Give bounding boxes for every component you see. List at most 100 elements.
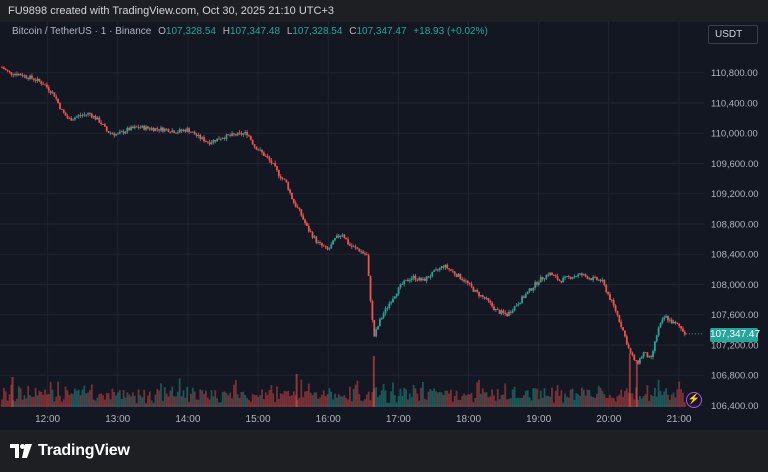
- price-axis: 110,800.00 110,400.00 110,000.00 109,600.00…: [711, 68, 759, 412]
- candle-body: [444, 264, 447, 268]
- candle-body: [511, 310, 514, 313]
- candle-body: [392, 298, 394, 303]
- volume-bar: [386, 402, 389, 407]
- volume-bar: [680, 389, 682, 407]
- candle-body: [412, 275, 415, 279]
- candle-body: [575, 276, 578, 278]
- candle-body: [77, 115, 80, 117]
- candle-body: [313, 236, 316, 238]
- candle-body: [36, 78, 39, 81]
- volume-bar: [206, 397, 209, 407]
- volume-bar: [11, 377, 14, 407]
- candle-body: [603, 279, 606, 286]
- volume-bar: [10, 384, 13, 407]
- price-chart[interactable]: 110,800.00 110,400.00 110,000.00 109,600.00…: [0, 22, 768, 430]
- candle-body: [234, 134, 237, 136]
- time-tick-label: 17:00: [386, 414, 411, 425]
- close-value: 107,347.47: [356, 26, 407, 37]
- candle-body: [640, 356, 643, 359]
- volume-bar: [132, 392, 134, 407]
- candle-body: [586, 276, 589, 279]
- candle-body: [45, 84, 48, 88]
- candle-body: [103, 124, 106, 127]
- candle-body: [160, 127, 162, 131]
- created-caption: FU9898 created with TradingView.com, Oct…: [8, 5, 335, 17]
- candle-body: [57, 98, 60, 103]
- volume-bar: [96, 397, 99, 407]
- candle-body: [276, 166, 278, 171]
- time-tick-label: 15:00: [246, 414, 271, 425]
- candle-series: [1, 65, 686, 365]
- candle-body: [470, 283, 473, 287]
- chart-grid: [0, 22, 704, 409]
- candle-body: [571, 277, 574, 279]
- candle-body: [422, 278, 424, 281]
- volume-bar: [238, 397, 241, 407]
- volume-bar: [152, 402, 155, 407]
- volume-bar: [433, 388, 436, 407]
- volume-bar: [320, 394, 323, 407]
- candle-body: [476, 290, 479, 292]
- volume-bar: [1, 399, 3, 407]
- volume-bar: [474, 397, 477, 407]
- volume-bar: [506, 399, 508, 407]
- time-tick-label: 16:00: [316, 414, 341, 425]
- volume-bar: [530, 400, 533, 407]
- volume-bar: [545, 396, 548, 407]
- volume-bar: [521, 397, 523, 407]
- candle-body: [182, 129, 185, 131]
- candle-body: [287, 182, 290, 190]
- candle-body: [678, 323, 681, 327]
- candle-body: [500, 310, 503, 314]
- candle-body: [652, 351, 654, 358]
- volume-bar: [566, 396, 568, 407]
- candle-body: [489, 300, 492, 303]
- volume-bar: [234, 380, 237, 407]
- close-label: C: [349, 26, 357, 37]
- candle-body: [42, 83, 45, 85]
- volume-bar: [668, 399, 671, 407]
- footer: TradingView: [0, 430, 768, 472]
- volume-bar: [438, 391, 441, 407]
- volume-bar: [465, 395, 467, 407]
- volume-bar: [371, 392, 374, 407]
- volume-bar: [315, 392, 318, 407]
- volume-bar: [227, 395, 230, 407]
- candle-body: [597, 279, 600, 281]
- candle-body: [367, 255, 370, 277]
- candle-body: [536, 282, 538, 285]
- candle-body: [64, 112, 67, 116]
- candle-body: [154, 128, 157, 131]
- volume-bar: [605, 397, 608, 407]
- candle-body: [195, 134, 198, 136]
- volume-bar: [639, 396, 641, 407]
- candle-body: [223, 138, 226, 139]
- candle-body: [616, 310, 619, 316]
- volume-bar: [161, 400, 164, 407]
- volume-bar: [420, 387, 422, 407]
- volume-bar: [253, 395, 256, 407]
- candle-body: [193, 131, 196, 135]
- lightning-icon[interactable]: ⚡: [686, 392, 702, 408]
- candle-body: [98, 117, 101, 123]
- volume-bar: [180, 396, 183, 407]
- candle-body: [431, 271, 434, 277]
- volume-bar: [500, 394, 503, 407]
- volume-bar: [435, 391, 437, 407]
- candle-body: [474, 290, 477, 292]
- volume-bar: [678, 381, 681, 407]
- volume-bar: [581, 387, 583, 407]
- candle-body: [242, 133, 245, 135]
- candle-body: [79, 115, 82, 117]
- currency-button[interactable]: USDT: [708, 25, 758, 44]
- candle-body: [12, 74, 15, 76]
- volume-bar: [414, 388, 417, 407]
- candle-body: [171, 130, 174, 133]
- chart-panel[interactable]: 110,800.00 110,400.00 110,000.00 109,600.00…: [0, 22, 768, 430]
- volume-bar: [631, 393, 634, 407]
- volume-bar: [502, 394, 505, 407]
- volume-bar: [436, 392, 439, 407]
- tradingview-logo[interactable]: TradingView: [10, 441, 130, 461]
- volume-bar: [79, 395, 82, 407]
- volume-bar: [105, 392, 108, 407]
